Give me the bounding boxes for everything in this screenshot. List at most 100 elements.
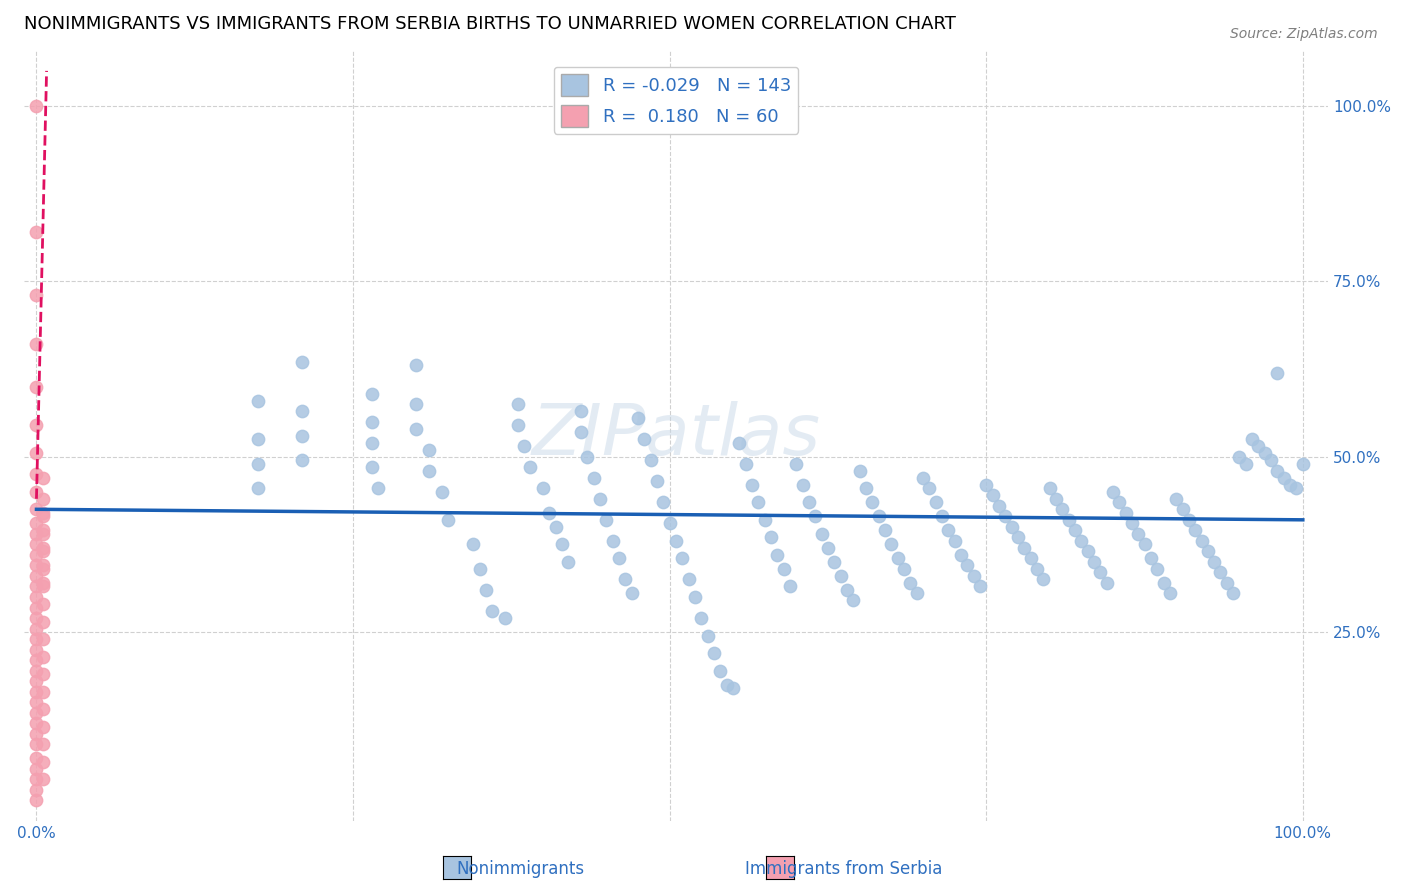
Point — [25, 337, 48, 351]
Point — [1292, 457, 1315, 471]
Point — [31, 667, 53, 681]
Point — [25, 379, 48, 393]
Point — [361, 415, 384, 429]
Point — [1025, 562, 1047, 576]
Point — [405, 397, 427, 411]
Point — [703, 646, 725, 660]
Point — [810, 526, 832, 541]
Point — [1178, 513, 1201, 527]
Point — [1159, 586, 1181, 600]
Point — [721, 681, 744, 696]
Point — [1209, 566, 1232, 580]
Point — [25, 579, 48, 593]
Text: Immigrants from Serbia: Immigrants from Serbia — [745, 860, 942, 878]
Point — [247, 457, 270, 471]
Point — [25, 716, 48, 731]
Point — [25, 526, 48, 541]
Point — [25, 558, 48, 573]
Point — [1057, 513, 1080, 527]
Point — [987, 499, 1010, 513]
Point — [247, 432, 270, 446]
Point — [25, 737, 48, 751]
Point — [1247, 439, 1270, 453]
Point — [405, 359, 427, 373]
Point — [31, 720, 53, 734]
Point — [405, 422, 427, 436]
Point — [31, 509, 53, 524]
Point — [31, 684, 53, 698]
Point — [1063, 524, 1085, 538]
Point — [911, 471, 934, 485]
Point — [830, 569, 852, 583]
Point — [31, 471, 53, 485]
Text: Nonimmigrants: Nonimmigrants — [456, 860, 585, 878]
Point — [645, 475, 668, 489]
Point — [25, 288, 48, 302]
Point — [658, 516, 681, 531]
Point — [25, 653, 48, 667]
Point — [291, 404, 314, 418]
Point — [31, 541, 53, 555]
Text: NONIMMIGRANTS VS IMMIGRANTS FROM SERBIA BIRTHS TO UNMARRIED WOMEN CORRELATION CH: NONIMMIGRANTS VS IMMIGRANTS FROM SERBIA … — [24, 15, 956, 33]
Point — [25, 548, 48, 562]
Point — [1254, 446, 1277, 460]
Point — [1260, 453, 1282, 467]
Point — [868, 509, 890, 524]
Point — [678, 573, 700, 587]
Point — [31, 772, 53, 787]
Point — [25, 674, 48, 689]
Point — [25, 99, 48, 113]
Point — [513, 439, 536, 453]
Point — [1234, 457, 1257, 471]
Point — [607, 551, 630, 566]
Point — [1166, 491, 1188, 506]
Point — [31, 579, 53, 593]
Point — [291, 453, 314, 467]
Point — [759, 530, 782, 544]
Point — [25, 611, 48, 625]
Point — [817, 541, 839, 555]
Point — [766, 548, 789, 562]
Point — [690, 611, 713, 625]
Point — [1204, 555, 1226, 569]
Point — [25, 516, 48, 531]
Point — [31, 526, 53, 541]
Point — [1267, 464, 1289, 478]
Text: ZIPatlas: ZIPatlas — [531, 401, 821, 470]
Point — [823, 555, 845, 569]
Point — [31, 737, 53, 751]
Point — [475, 582, 498, 597]
Point — [25, 727, 48, 741]
Point — [25, 590, 48, 604]
Point — [576, 450, 599, 464]
Point — [683, 590, 706, 604]
Point — [898, 576, 921, 591]
Point — [804, 509, 827, 524]
Point — [994, 509, 1017, 524]
Point — [25, 772, 48, 787]
Point — [31, 597, 53, 611]
Point — [931, 509, 953, 524]
Point — [873, 524, 896, 538]
Point — [468, 562, 491, 576]
Point — [1272, 471, 1295, 485]
Point — [519, 460, 541, 475]
Point — [25, 783, 48, 797]
Point — [1090, 566, 1112, 580]
Point — [1045, 491, 1067, 506]
Point — [1171, 502, 1194, 516]
Point — [728, 435, 751, 450]
Point — [1070, 533, 1092, 548]
Point — [665, 533, 688, 548]
Point — [481, 604, 503, 618]
Text: Source: ZipAtlas.com: Source: ZipAtlas.com — [1230, 27, 1378, 41]
Point — [747, 495, 769, 509]
Point — [506, 397, 529, 411]
Point — [557, 555, 579, 569]
Point — [25, 537, 48, 551]
Point — [1000, 520, 1022, 534]
Point — [31, 755, 53, 769]
Point — [569, 404, 592, 418]
Point — [633, 432, 655, 446]
Point — [31, 649, 53, 664]
